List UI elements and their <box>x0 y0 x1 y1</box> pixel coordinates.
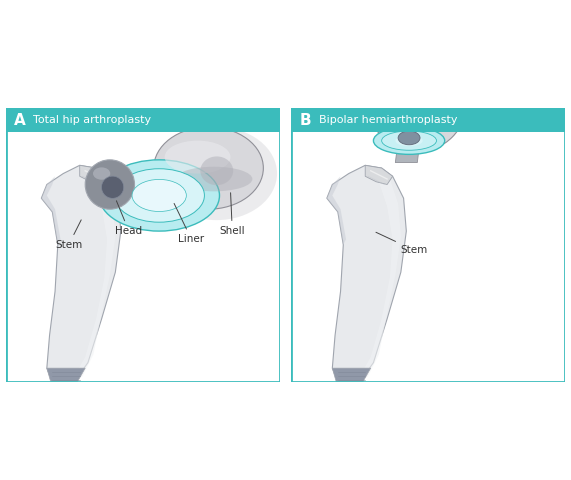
Polygon shape <box>80 165 107 184</box>
Text: Liner: Liner <box>174 204 204 244</box>
Ellipse shape <box>401 107 450 131</box>
Polygon shape <box>41 176 61 245</box>
Circle shape <box>85 160 135 209</box>
Polygon shape <box>327 176 346 245</box>
Ellipse shape <box>93 168 110 180</box>
Polygon shape <box>41 165 121 387</box>
Text: Stem: Stem <box>55 220 82 250</box>
Polygon shape <box>74 168 115 382</box>
Text: B: B <box>299 113 311 128</box>
Ellipse shape <box>395 135 423 146</box>
Text: A: A <box>14 113 26 128</box>
Polygon shape <box>47 368 85 387</box>
Text: Total hip arthroplasty: Total hip arthroplasty <box>33 115 151 125</box>
Ellipse shape <box>381 66 421 95</box>
Polygon shape <box>327 165 407 387</box>
Text: Stem: Stem <box>376 232 428 255</box>
Polygon shape <box>395 141 420 163</box>
Ellipse shape <box>154 127 263 209</box>
Ellipse shape <box>381 131 436 150</box>
Polygon shape <box>332 368 371 387</box>
Ellipse shape <box>411 76 440 101</box>
Circle shape <box>102 176 124 198</box>
Text: Shell: Shell <box>219 193 245 236</box>
Ellipse shape <box>156 127 277 220</box>
Text: Bipolar hemiarthroplasty: Bipolar hemiarthroplasty <box>319 115 457 125</box>
Bar <box>6 108 280 132</box>
Ellipse shape <box>373 127 445 155</box>
Ellipse shape <box>398 131 420 145</box>
Text: Head: Head <box>115 201 143 236</box>
Bar <box>291 108 565 132</box>
Text: Artificial
joint: Artificial joint <box>0 479 1 480</box>
Ellipse shape <box>176 167 252 192</box>
Ellipse shape <box>114 169 204 222</box>
Ellipse shape <box>200 156 233 185</box>
Ellipse shape <box>132 180 186 212</box>
Polygon shape <box>365 165 393 184</box>
Polygon shape <box>360 168 401 382</box>
Ellipse shape <box>99 160 219 231</box>
Circle shape <box>368 53 467 152</box>
Ellipse shape <box>164 141 231 174</box>
